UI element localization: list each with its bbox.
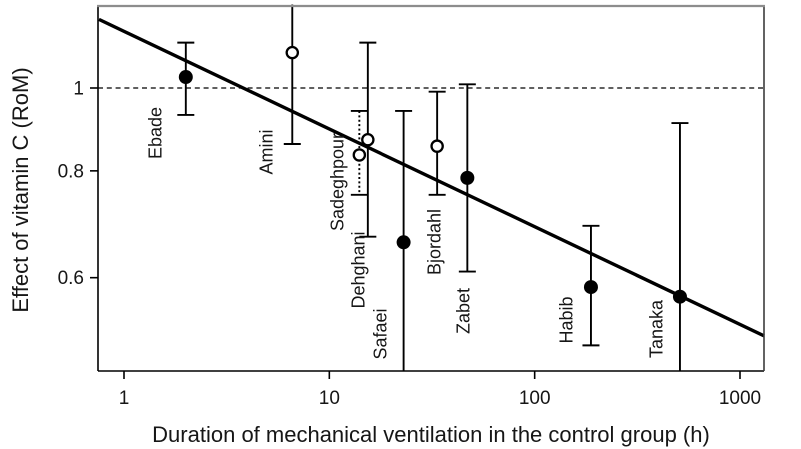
marker-filled-ebade [178, 70, 193, 85]
y-tick-label-0.6: 0.6 [58, 268, 84, 289]
y-axis-title: Effect of vitamin C (RoM) [8, 67, 33, 312]
marker-filled-habib [583, 280, 598, 295]
errorbar-amini [283, 4, 301, 145]
study-label-bjordahl: Bjordahl [424, 209, 444, 275]
study-label-ebade: Ebade [145, 107, 165, 159]
study-label-tanaka: Tanaka [646, 299, 666, 358]
study-label-safaei: Safaei [370, 308, 390, 359]
study-label-dehghani: Dehghani [348, 231, 368, 308]
errorbar-tanaka [671, 122, 689, 371]
x-tick-label-100: 100 [519, 388, 551, 409]
study-label-habib: Habib [556, 296, 576, 343]
x-tick-label-1: 1 [119, 388, 130, 409]
marker-open-amini [285, 45, 300, 60]
y-tick-label-1: 1 [73, 79, 84, 100]
marker-open-sadeghpour [352, 148, 367, 162]
study-label-sadeghpour: Sadeghpour [327, 133, 347, 231]
study-label-zabet: Zabet [453, 288, 473, 334]
study-label-amini: Amini [256, 129, 276, 174]
marker-open-dehghani [361, 132, 375, 147]
x-axis-title: Duration of mechanical ventilation in th… [152, 422, 710, 447]
x-tick-label-10: 10 [319, 388, 340, 409]
errorbar-sadeghpour [350, 110, 368, 196]
y-tick-label-0.8: 0.8 [58, 161, 84, 182]
marker-open-bjordahl [430, 139, 444, 153]
x-tick-label-1000: 1000 [719, 388, 761, 409]
marker-filled-safaei [396, 235, 411, 250]
regression-line [98, 17, 765, 338]
marker-filled-tanaka [672, 289, 687, 304]
marker-filled-zabet [460, 170, 475, 185]
